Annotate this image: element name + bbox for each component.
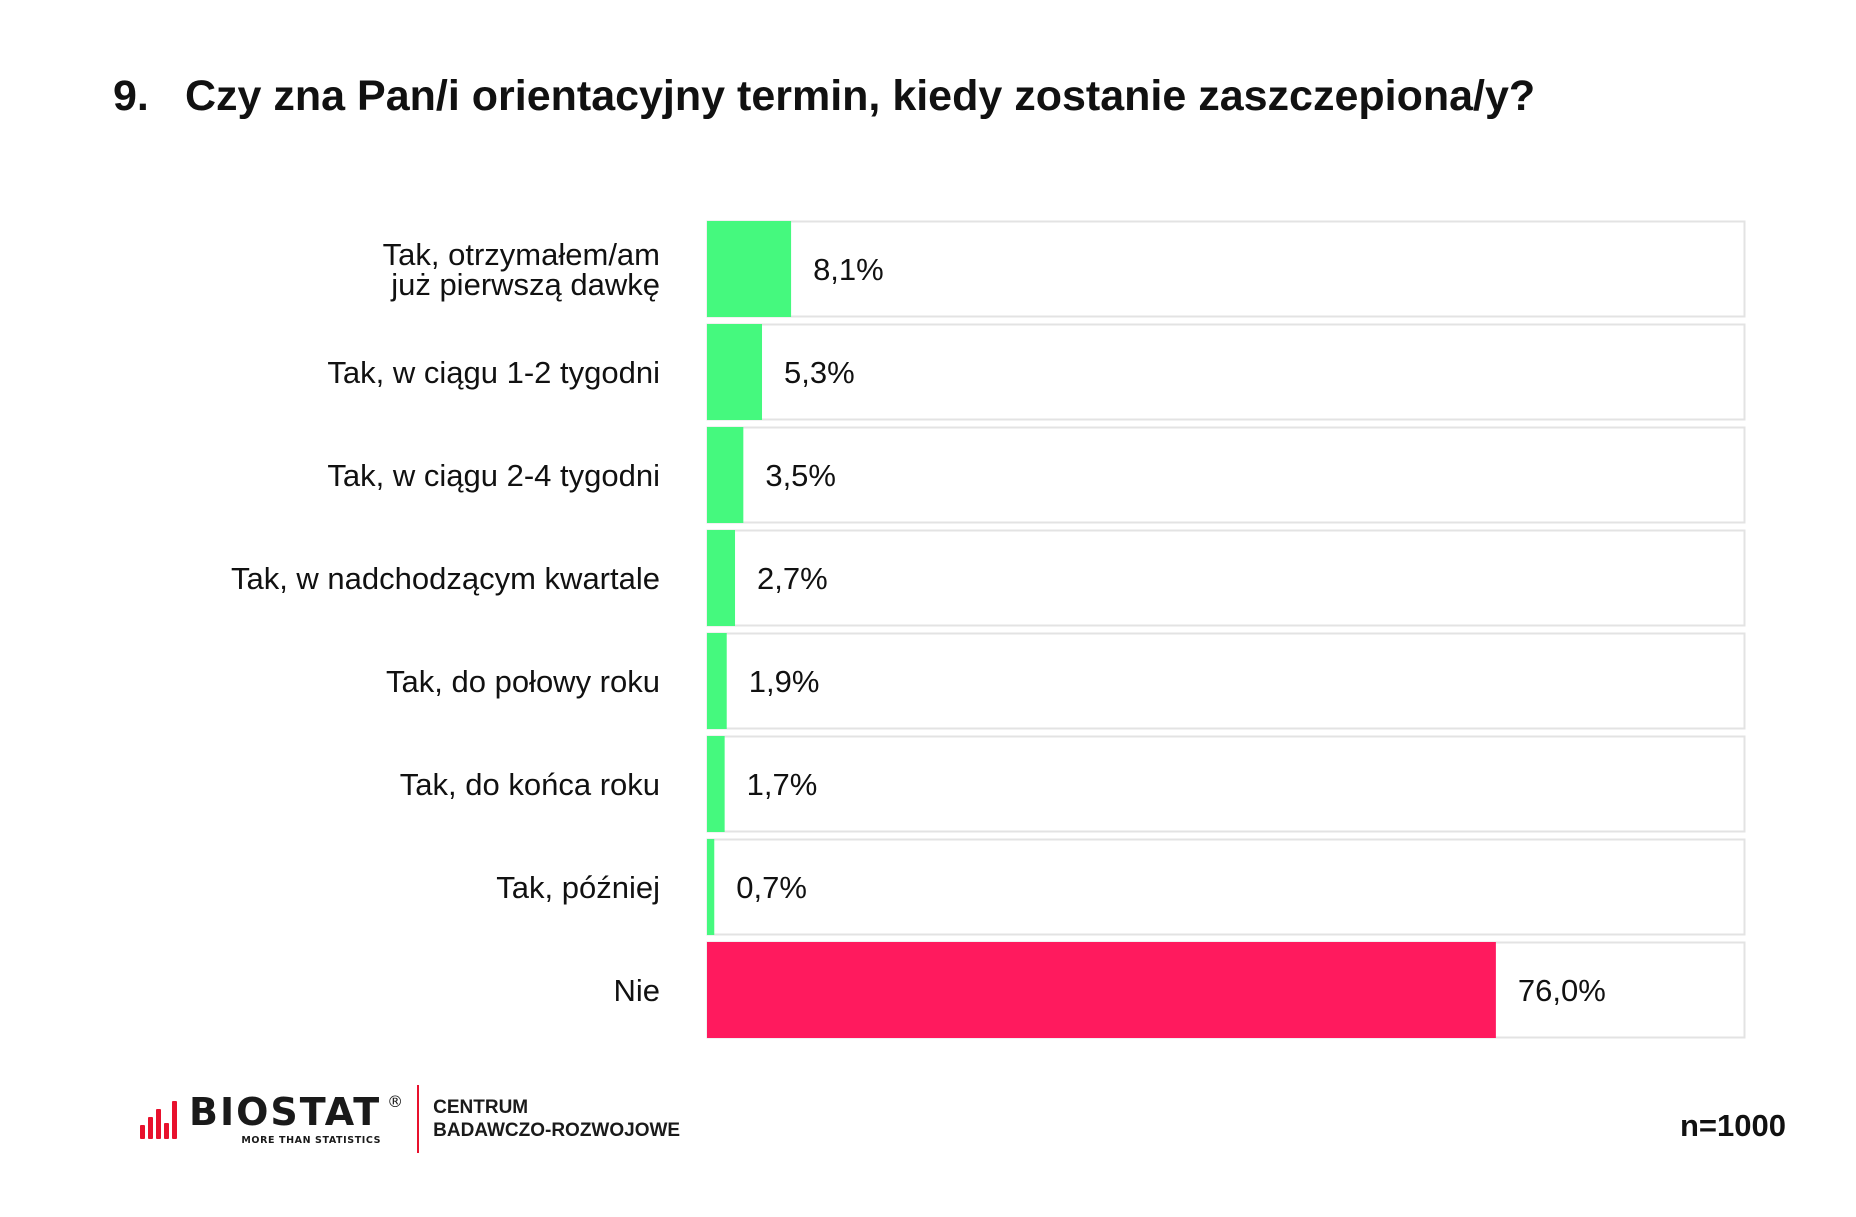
bar-track <box>706 426 1746 524</box>
bar-track <box>706 323 1746 421</box>
bar <box>707 942 1496 1038</box>
bar-track <box>706 735 1746 833</box>
data-label: 1,7% <box>747 767 818 802</box>
bar <box>707 736 725 832</box>
bar-track <box>706 632 1746 730</box>
category-label: Tak, później <box>496 870 660 905</box>
logo-tagline: MORE THAN STATISTICS <box>241 1134 382 1146</box>
logo-subtitle: CENTRUM BADAWCZO-ROZWOJOWE <box>433 1097 681 1141</box>
bar-track <box>706 529 1746 627</box>
bar-row: 0,7% Tak, później <box>496 838 1746 936</box>
bar <box>707 633 727 729</box>
bar-row: 3,5% Tak, w ciągu 2-4 tygodni <box>327 426 1746 524</box>
category-label: Tak, do połowy roku <box>386 664 660 699</box>
bar <box>707 324 763 420</box>
bar-row: 1,9% Tak, do połowy roku <box>386 632 1746 730</box>
data-label: 5,3% <box>784 355 855 390</box>
data-label: 2,7% <box>757 561 828 596</box>
logo-divider <box>417 1085 420 1153</box>
bar <box>707 427 744 523</box>
bar <box>707 221 792 317</box>
category-label: Nie <box>613 973 660 1008</box>
category-label: Tak, w ciągu 1-2 tygodni <box>327 355 660 390</box>
question-text: Czy zna Pan/i orientacyjny termin, kiedy… <box>185 72 1536 120</box>
data-label: 76,0% <box>1518 973 1606 1008</box>
bar-row: 5,3% Tak, w ciągu 1-2 tygodni <box>327 323 1746 421</box>
category-label: Tak, otrzymałem/am już pierwszą dawkę <box>383 237 660 302</box>
bar <box>707 839 715 935</box>
bar-track <box>706 220 1746 318</box>
category-label: Tak, w nadchodzącym kwartale <box>231 561 660 596</box>
question-number: 9. <box>113 72 149 120</box>
bar-row: 8,1% Tak, otrzymałem/am już pierwszą dawkę <box>383 220 1746 318</box>
sample-size: n=1000 <box>1679 1108 1786 1143</box>
chart-title: 9. Czy zna Pan/i orientacyjny termin, kie… <box>113 72 1535 121</box>
bar-row: 1,7% Tak, do końca roku <box>400 735 1746 833</box>
logo-wordmark: BIOSTAT ® <box>189 1089 406 1134</box>
biostat-logo: BIOSTAT ® MORE THAN STATISTICS CENTRUM BA… <box>140 1085 680 1153</box>
data-label: 0,7% <box>736 870 807 905</box>
bar-row: 2,7% Tak, w nadchodzącym kwartale <box>231 529 1746 627</box>
data-label: 8,1% <box>813 252 884 287</box>
category-label: Tak, do końca roku <box>400 767 660 802</box>
data-label: 3,5% <box>765 458 836 493</box>
bar <box>707 530 736 626</box>
bar-row: 76,0% Nie <box>613 941 1746 1039</box>
logo-bars-icon <box>140 1099 177 1139</box>
bar-track <box>706 838 1746 936</box>
category-label: Tak, w ciągu 2-4 tygodni <box>327 458 660 493</box>
data-label: 1,9% <box>749 664 820 699</box>
